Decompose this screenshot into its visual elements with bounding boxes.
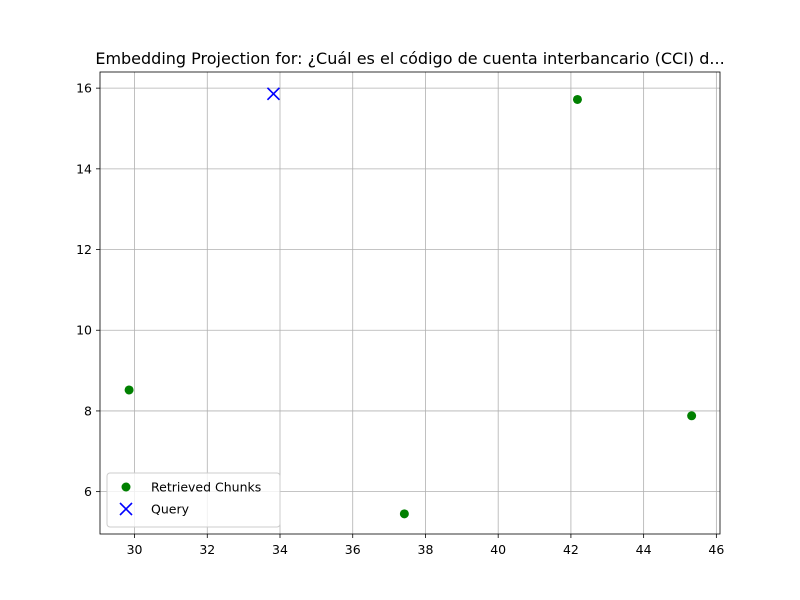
legend-query-marker xyxy=(119,502,133,516)
query-point xyxy=(266,87,281,101)
legend-box xyxy=(106,472,281,528)
query-point-stroke xyxy=(266,87,281,101)
y-tick-label: 14 xyxy=(76,161,92,176)
data-points xyxy=(124,87,697,519)
grid-lines xyxy=(100,72,720,534)
axes: 30 32 34 36 38 40 42 44 46 6 8 10 12 14 16 xyxy=(76,71,724,557)
legend-query-marker-stroke xyxy=(119,502,133,516)
chart-title: Embedding Projection for: ¿Cuál es el có… xyxy=(95,49,724,68)
x-tick-label: 38 xyxy=(418,542,434,557)
y-tick-label: 12 xyxy=(76,242,92,257)
x-tick-label: 40 xyxy=(490,542,506,557)
x-tick-label: 42 xyxy=(563,542,579,557)
x-tick-label: 36 xyxy=(345,542,361,557)
y-tick-label: 10 xyxy=(76,323,92,338)
retrieved-chunk-point xyxy=(572,94,582,104)
retrieved-chunk-point xyxy=(687,411,697,421)
legend: Retrieved Chunks Query xyxy=(106,472,281,528)
x-tick-label: 30 xyxy=(127,542,143,557)
y-tick-label: 6 xyxy=(84,484,92,499)
retrieved-chunk-point xyxy=(124,385,134,395)
legend-label: Query xyxy=(151,502,190,517)
x-tick-label: 44 xyxy=(636,542,652,557)
legend-chunks-marker xyxy=(121,482,131,492)
retrieved-chunk-point xyxy=(399,509,409,519)
x-tick-label: 32 xyxy=(199,542,215,557)
y-tick-label: 8 xyxy=(84,403,92,418)
legend-label: Retrieved Chunks xyxy=(151,480,261,495)
y-tick-label: 16 xyxy=(76,81,92,96)
x-tick-label: 34 xyxy=(272,542,288,557)
plot-frame xyxy=(99,71,721,535)
x-tick-label: 46 xyxy=(708,542,724,557)
